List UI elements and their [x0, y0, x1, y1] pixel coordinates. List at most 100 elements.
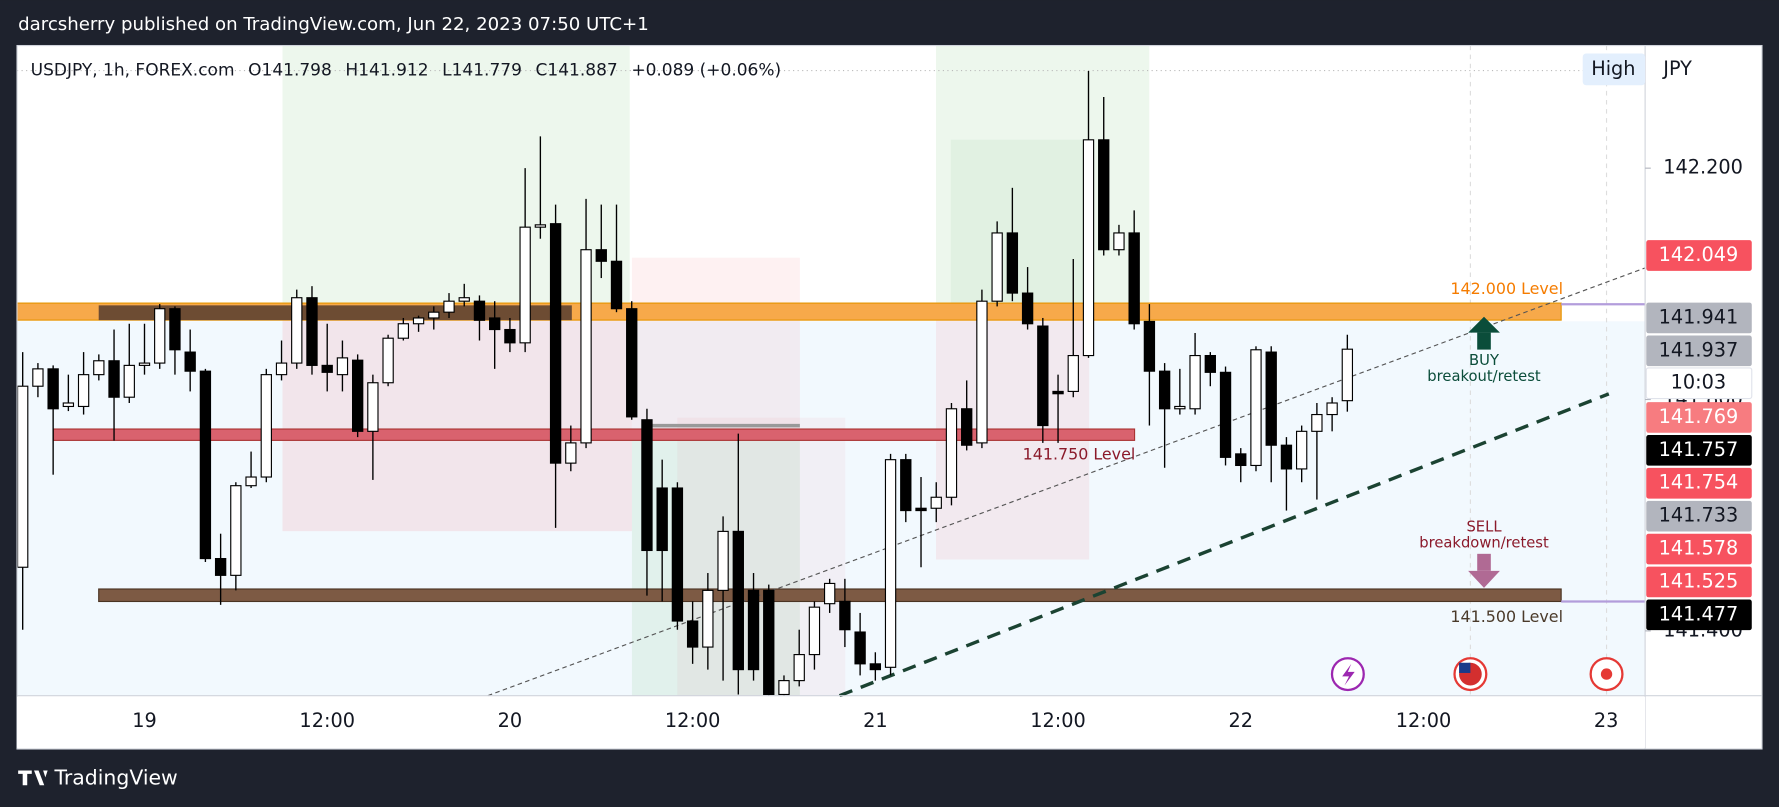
buy-arrow	[1468, 316, 1500, 333]
candle-body	[17, 385, 29, 568]
candle-body	[1341, 348, 1354, 402]
buy-title: BUY	[1469, 352, 1500, 369]
candle-body	[397, 323, 410, 339]
logo-mark	[18, 770, 48, 786]
price-label: 142.049	[1659, 243, 1739, 266]
buy-arrow	[1477, 332, 1491, 350]
price-label-bg	[1646, 402, 1752, 433]
legend-symbol: USDJPY, 1h, FOREX.com	[31, 61, 235, 81]
candle-body	[717, 530, 729, 591]
candle-body	[610, 260, 623, 310]
flag-icon	[1459, 662, 1471, 673]
candle-body	[412, 317, 425, 325]
candle-body	[839, 600, 851, 631]
candles	[17, 70, 1354, 696]
candle-body	[184, 351, 196, 372]
candle-body	[169, 308, 181, 351]
price-label-bg	[1646, 599, 1752, 631]
candle-body	[1326, 402, 1338, 416]
candle-body	[489, 317, 501, 331]
candle-body	[1158, 370, 1171, 410]
candle-body	[1082, 139, 1095, 357]
price-label-bg	[1646, 500, 1752, 532]
countdown: 10:03	[1671, 371, 1727, 394]
candle-body	[1295, 430, 1308, 470]
price-label-bg	[1646, 240, 1752, 271]
candle-body	[138, 362, 151, 366]
sell-subtitle: breakdown/retest	[1419, 535, 1549, 552]
price-label-bg	[1646, 467, 1752, 499]
candle-body	[991, 232, 1003, 302]
candle-body	[823, 582, 836, 605]
x-tick-label: 22	[1229, 709, 1254, 732]
candle-body	[1098, 139, 1110, 251]
currency: JPY	[1662, 57, 1692, 80]
y-tick-label: 142.200	[1663, 156, 1743, 179]
short-stop	[631, 257, 800, 432]
candle-body	[1052, 390, 1064, 395]
footer-logo: TradingView	[53, 765, 177, 789]
candle-body	[260, 374, 272, 478]
candle-body	[915, 507, 927, 512]
long-stop	[282, 304, 632, 532]
price-label-bg	[1646, 302, 1752, 334]
record-icon	[1600, 668, 1613, 680]
legend-high: H141.912	[345, 61, 428, 81]
candle-body	[504, 328, 516, 344]
candle-body	[945, 408, 958, 498]
level-band	[52, 428, 1136, 441]
candle-body	[976, 300, 988, 444]
candle-body	[32, 368, 44, 387]
price-label: 141.733	[1659, 504, 1739, 527]
candle-body	[199, 370, 212, 560]
sell-arrow	[1477, 553, 1491, 571]
candle-body	[626, 308, 638, 418]
high-button-label[interactable]: High	[1591, 57, 1635, 80]
legend-close: C141.887	[536, 61, 618, 81]
price-label: 141.525	[1659, 569, 1739, 592]
high-button[interactable]	[1582, 53, 1646, 86]
countdown-bg	[1645, 367, 1753, 400]
candle-body	[808, 606, 821, 656]
price-label: 141.941	[1659, 305, 1739, 328]
candle-body	[428, 311, 440, 319]
candle-body	[961, 408, 973, 446]
x-tick-label: 12:00	[299, 709, 355, 732]
candle-body	[1128, 232, 1140, 325]
candle-body	[214, 558, 227, 576]
price-label-bg	[1646, 566, 1752, 598]
long-target	[936, 45, 1150, 305]
candle-body	[291, 297, 303, 364]
candle-body	[1174, 405, 1186, 410]
candle-body	[1235, 453, 1247, 467]
candle-body	[793, 654, 805, 682]
candle-body	[47, 368, 59, 410]
candle-body	[1113, 232, 1125, 251]
level-label: 142.000 Level	[1450, 279, 1563, 298]
candle-body	[382, 337, 394, 384]
trend-line	[838, 392, 1610, 698]
sell-title: SELL	[1466, 519, 1502, 536]
price-axis: 141.400141.800142.200142.049141.941141.9…	[1645, 156, 1753, 641]
legend-open: O141.798	[248, 61, 332, 81]
long-target	[282, 45, 630, 305]
candle-body	[778, 680, 790, 696]
candle-body	[108, 360, 120, 398]
buy-subtitle: breakout/retest	[1427, 368, 1541, 385]
candle-body	[1280, 444, 1293, 470]
candle-body	[900, 459, 912, 512]
x-axis	[17, 696, 1646, 748]
x-tick-label: 20	[498, 709, 523, 732]
pane-border	[16, 44, 1763, 750]
price-label: 141.754	[1659, 471, 1739, 494]
candle-body	[1189, 354, 1201, 410]
candle-body	[62, 402, 75, 408]
candle-body	[93, 360, 105, 376]
level-label: 141.750 Level	[1023, 445, 1136, 464]
x-tick-label: 21	[863, 709, 888, 732]
candle-body	[519, 226, 531, 344]
level-label: 141.500 Level	[1450, 607, 1563, 626]
candle-body	[1067, 354, 1079, 392]
candle-body	[747, 589, 760, 671]
